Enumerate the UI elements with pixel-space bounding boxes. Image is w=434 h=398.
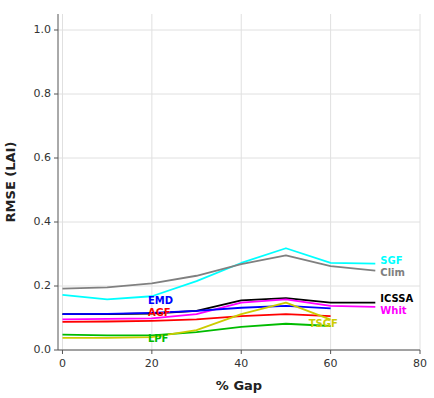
y-tick-label: 0.6 <box>34 151 52 164</box>
x-tick <box>241 350 242 354</box>
grid-line <box>420 14 421 350</box>
series-group <box>62 248 375 338</box>
series-line <box>62 306 330 314</box>
annotation: EMD <box>148 295 173 306</box>
y-tick <box>54 30 58 31</box>
x-tick-label: 20 <box>145 357 159 370</box>
grid <box>58 14 420 350</box>
annotation: AGF <box>148 307 171 318</box>
x-tick-label: 40 <box>234 357 248 370</box>
x-tick <box>62 350 63 354</box>
annotation: ICSSA <box>380 293 413 304</box>
annotation: SGF <box>380 255 402 266</box>
chart-svg: 0.0 0.2 0.4 0.6 0.8 1.0 0 20 40 60 80 % Gap RMSE (LA… <box>0 0 434 398</box>
y-tick-label: 0.2 <box>34 279 52 292</box>
y-tick <box>54 222 58 223</box>
y-tick <box>54 94 58 95</box>
annotation: TSGF <box>309 318 338 329</box>
axes: 0.0 0.2 0.4 0.6 0.8 1.0 0 20 40 60 80 <box>34 14 428 370</box>
y-tick-label: 0.8 <box>34 87 52 100</box>
y-axis-line <box>58 14 59 350</box>
x-tick <box>420 350 421 354</box>
x-axis-label: % Gap <box>216 378 262 393</box>
x-tick <box>151 350 152 354</box>
x-tick-label: 0 <box>59 357 66 370</box>
grid-line <box>58 350 420 351</box>
y-tick <box>54 350 58 351</box>
y-axis-label: RMSE (LAI) <box>3 142 18 223</box>
annotation: Clim <box>380 267 405 278</box>
x-tick-label: 60 <box>324 357 338 370</box>
x-tick <box>330 350 331 354</box>
y-tick <box>54 286 58 287</box>
y-tick-label: 0.0 <box>34 343 52 356</box>
x-axis-line <box>58 350 420 351</box>
y-tick-label: 1.0 <box>34 23 52 36</box>
series-line <box>62 255 375 288</box>
y-tick <box>54 158 58 159</box>
grid-line <box>58 30 420 31</box>
x-tick-label: 80 <box>413 357 427 370</box>
annotation: LPF <box>148 333 169 344</box>
grid-line <box>330 14 331 350</box>
series-line <box>62 303 330 338</box>
chart-container: 0.0 0.2 0.4 0.6 0.8 1.0 0 20 40 60 80 % Gap RMSE (LA… <box>0 0 434 398</box>
annotations: SGFClim ICSSAWhit EMDAGF LPF TSGF <box>148 255 414 344</box>
grid-line <box>62 14 63 350</box>
series-line <box>62 314 330 322</box>
grid-line <box>58 158 420 159</box>
annotation: Whit <box>380 305 407 316</box>
grid-line <box>58 94 420 95</box>
series-line <box>62 248 375 299</box>
y-tick-label: 0.4 <box>34 215 52 228</box>
grid-line <box>58 222 420 223</box>
